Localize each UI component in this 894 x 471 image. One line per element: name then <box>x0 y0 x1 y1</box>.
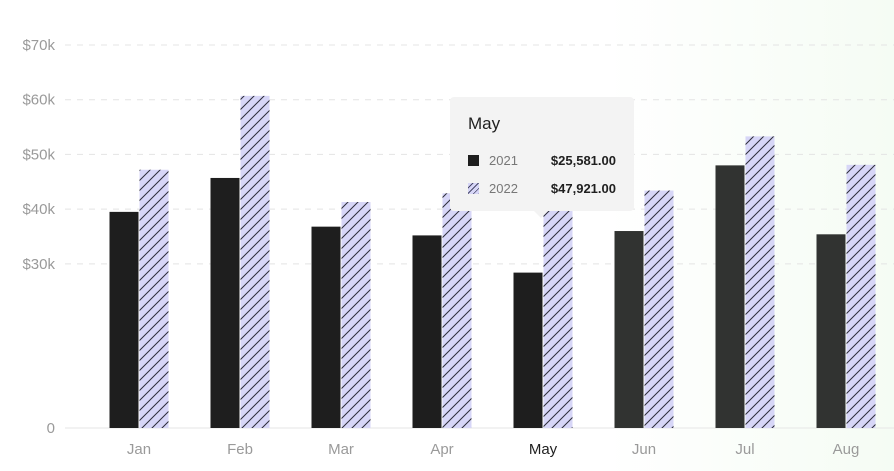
x-tick-label: Mar <box>328 441 354 458</box>
y-tick-label: $60k <box>22 92 55 109</box>
tooltip-title: May <box>468 114 501 133</box>
bar-2022-aug[interactable] <box>846 164 876 428</box>
x-tick-label: Jun <box>632 441 656 458</box>
bar-2021-jul[interactable] <box>715 165 745 428</box>
y-axis-ticks: 0 $30k $40k $50k $60k $70k <box>22 37 55 437</box>
bar-2021-mar[interactable] <box>311 226 341 428</box>
bars[interactable] <box>109 95 876 429</box>
legend-swatch-2022 <box>468 182 479 194</box>
x-tick-label: Jan <box>127 441 151 458</box>
legend-swatch-2021 <box>468 154 479 166</box>
x-tick-label: Feb <box>227 441 253 458</box>
bar-2022-mar[interactable] <box>341 202 371 428</box>
bar-2021-may[interactable] <box>513 272 543 428</box>
bar-2022-apr[interactable] <box>442 193 472 428</box>
bar-2022-feb[interactable] <box>240 95 270 429</box>
x-tick-label: Jul <box>735 441 754 458</box>
tooltip-series-label: 2022 <box>489 180 518 196</box>
bar-2021-aug[interactable] <box>816 234 846 428</box>
y-tick-label: $40k <box>22 201 55 218</box>
bar-2022-jul[interactable] <box>745 136 775 428</box>
tooltip-row-2021: 2021 $25,581.00 <box>468 146 616 174</box>
x-tick-label: May <box>529 441 558 458</box>
bar-2021-apr[interactable] <box>412 235 442 428</box>
tooltip-row-2022: 2022 $47,921.00 <box>468 174 616 202</box>
x-tick-label: Aug <box>833 441 860 458</box>
bar-2021-jan[interactable] <box>109 211 139 428</box>
x-axis-labels: Jan Feb Mar Apr May Jun Jul Aug <box>127 441 859 458</box>
y-tick-label: 0 <box>47 420 55 437</box>
tooltip-series-value: $25,581.00 <box>550 152 616 168</box>
bar-2021-feb[interactable] <box>210 177 240 428</box>
chart-tooltip: May 2021 $25,581.00 2022 $47,921.00 <box>450 97 634 218</box>
bar-2022-jan[interactable] <box>139 169 169 428</box>
bar-2022-jun[interactable] <box>644 190 674 428</box>
y-tick-label: $70k <box>22 37 55 54</box>
y-tick-label: $50k <box>22 146 55 163</box>
tooltip-series-label: 2021 <box>489 152 518 168</box>
bar-2022-may[interactable] <box>543 177 573 428</box>
bar-2021-jun[interactable] <box>614 231 644 428</box>
y-tick-label: $30k <box>22 256 55 273</box>
tooltip-series-value: $47,921.00 <box>550 180 616 196</box>
x-tick-label: Apr <box>430 441 453 458</box>
